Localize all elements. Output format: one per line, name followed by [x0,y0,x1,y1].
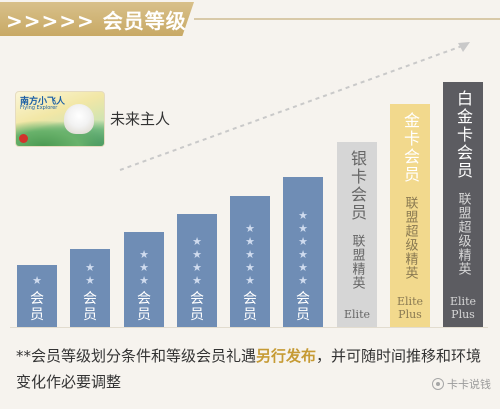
platinum-tier-en: Elite Plus [443,295,483,321]
star-icon: ★ [192,261,202,274]
member-bar-label: 会员 [83,291,97,323]
gold-tier-en-line2: Plus [398,308,422,321]
gold-tier-en: Elite Plus [390,295,430,321]
watermark: 卡卡说钱 [432,376,491,392]
member-bar-4-star: ★ ★ ★ ★ 会员 [177,214,217,327]
watermark-text: 卡卡说钱 [447,378,491,391]
gold-tier-name: 金卡会员 [401,112,420,184]
star-rating: ★ ★ ★ [124,248,164,287]
footnote-highlight: 另行发布 [256,347,317,365]
header-divider [194,18,500,20]
star-icon: ★ [245,235,255,248]
card-title: 南方小飞人 [20,97,66,107]
member-bar-label: 会员 [296,291,310,323]
gold-tier-bar: 金卡会员 联盟超级精英 Elite Plus [390,104,430,327]
gold-tier-en-line1: Elite [397,295,423,308]
star-icon: ★ [192,248,202,261]
platinum-tier-bar: 白金卡会员 联盟超级精英 Elite Plus [443,82,483,327]
star-icon: ★ [192,235,202,248]
footnote-after: ，并可随时间推移和环境变化作必要调整 [16,347,482,391]
star-icon: ★ [192,274,202,287]
membership-card-image: 南方小飞人 Flying Explorer [15,91,105,147]
platinum-tier-alliance: 联盟超级精英 [455,192,471,276]
airline-logo-icon [19,134,28,143]
star-icon: ★ [245,274,255,287]
silver-tier-alliance: 联盟精英 [349,234,365,290]
star-rating: ★ ★ ★ ★ ★ [230,222,270,287]
section-title: >>>>> 会员等级 [6,8,187,33]
member-bar-5-star: ★ ★ ★ ★ ★ 会员 [230,196,270,327]
star-icon: ★ [32,274,42,287]
silver-tier-name: 银卡会员 [348,150,367,222]
footnote-before: **会员等级划分条件和等级会员礼遇 [16,347,257,365]
card-caption: 未来主人 [110,110,171,128]
star-icon: ★ [298,261,308,274]
silver-tier-bar: 银卡会员 联盟精英 Elite [337,142,377,327]
star-icon: ★ [139,261,149,274]
footnote: **会员等级划分条件和等级会员礼遇另行发布，并可随时间推移和环境变化作必要调整 [16,343,486,395]
star-icon: ★ [298,274,308,287]
member-bar-3-star: ★ ★ ★ 会员 [124,232,164,327]
star-icon: ★ [298,248,308,261]
star-icon: ★ [245,248,255,261]
member-bar-label: 会员 [190,291,204,323]
star-rating: ★ ★ [70,261,110,287]
platinum-tier-name: 白金卡会员 [454,90,473,180]
star-rating: ★ ★ ★ ★ [177,235,217,287]
star-rating: ★ ★ ★ ★ ★ ★ [283,209,323,287]
star-icon: ★ [245,261,255,274]
member-bar-label: 会员 [243,291,257,323]
gold-tier-alliance: 联盟超级精英 [402,196,418,280]
member-bar-6-star: ★ ★ ★ ★ ★ ★ 会员 [283,177,323,327]
star-icon: ★ [139,248,149,261]
star-icon: ★ [298,209,308,222]
member-bar-1-star: ★ 会员 [17,265,57,327]
member-bar-2-star: ★ ★ 会员 [70,249,110,327]
chart-baseline [10,327,488,328]
star-icon: ★ [139,274,149,287]
star-icon: ★ [85,261,95,274]
section-header: >>>>> 会员等级 [0,2,194,36]
member-bar-label: 会员 [30,291,44,323]
member-bar-label: 会员 [137,291,151,323]
silver-tier-en: Elite [344,308,370,321]
platinum-tier-en-line2: Plus [451,308,475,321]
star-rating: ★ [17,274,57,287]
card-subtitle: Flying Explorer [20,105,58,111]
watermark-icon [432,378,444,390]
card-mascot [64,104,94,134]
platinum-tier-en-line1: Elite [450,295,476,308]
star-icon: ★ [245,222,255,235]
star-icon: ★ [298,235,308,248]
star-icon: ★ [85,274,95,287]
star-icon: ★ [298,222,308,235]
